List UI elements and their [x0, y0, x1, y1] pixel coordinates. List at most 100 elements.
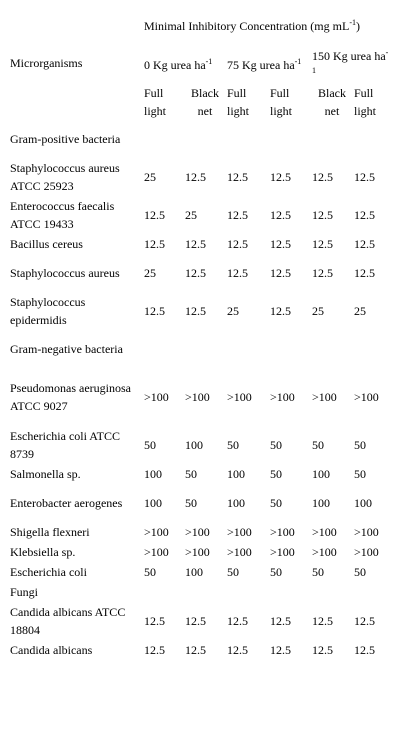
empty-cell — [142, 120, 183, 158]
header-row-groups: 0 Kg urea ha-1 75 Kg urea ha-1 150 Kg ur… — [8, 46, 392, 84]
table-row: Enterococcus faecalis ATCC 19433 12.5 25 12… — [8, 196, 392, 234]
mic-value-cell: >100 — [312, 545, 337, 559]
mic-value-cell: 25 — [227, 304, 239, 318]
mic-title-end: ) — [355, 19, 360, 33]
table-row: Enterobacter aerogenes 100 50 100 50 100 100 — [8, 484, 392, 522]
mic-value-cell: >100 — [144, 545, 169, 559]
organism-label: Klebsiella sp. — [10, 545, 76, 559]
organism-label: Staphylococcus aureus ATCC 25923 — [10, 161, 120, 193]
organism-label: Staphylococcus epidermidis — [10, 295, 86, 327]
group-label: 0 Kg urea ha — [144, 58, 206, 72]
subcol-header: Black net — [318, 86, 346, 118]
row-label-header: Microrganisms — [10, 56, 83, 70]
organism-label: Candida albicans ATCC 18804 — [10, 605, 126, 637]
mic-value-cell: 100 — [227, 467, 245, 481]
empty-cell — [352, 582, 392, 602]
empty-cell — [352, 330, 392, 368]
mic-value-cell: 12.5 — [185, 614, 206, 628]
empty-cell — [142, 330, 183, 368]
mic-value-cell: 12.5 — [354, 208, 375, 222]
table-row: Klebsiella sp. >100 >100 >100 >100 >100 >100 — [8, 542, 392, 562]
subcol-header: Full light — [354, 86, 377, 118]
mic-value-cell: >100 — [144, 525, 169, 539]
mic-value-cell: >100 — [354, 390, 379, 404]
mic-value-cell: 25 — [312, 304, 324, 318]
empty-cell — [225, 582, 268, 602]
section-label: Fungi — [10, 585, 39, 599]
table-row: Shigella flexneri >100 >100 >100 >100 >100 >10… — [8, 522, 392, 542]
mic-value-cell: >100 — [312, 390, 337, 404]
group-label: 75 Kg urea ha — [227, 58, 295, 72]
mic-value-cell: 12.5 — [185, 643, 206, 657]
mic-value-cell: 12.5 — [270, 643, 291, 657]
mic-value-cell: >100 — [227, 545, 252, 559]
group-sup: -1 — [312, 48, 389, 75]
mic-value-cell: >100 — [270, 545, 295, 559]
mic-value-cell: >100 — [270, 390, 295, 404]
mic-value-cell: 100 — [144, 496, 162, 510]
table-row: Staphylococcus aureus 25 12.5 12.5 12.5 12.5 1… — [8, 254, 392, 292]
group-header: 0 Kg urea ha-1 — [142, 46, 225, 84]
mic-value-cell: 12.5 — [227, 237, 248, 251]
mic-value-cell: 50 — [354, 438, 366, 452]
table-row: Bacillus cereus 12.5 12.5 12.5 12.5 12.5 12.5 — [8, 234, 392, 254]
subcol-header: Full light — [144, 86, 167, 118]
mic-value-cell: 50 — [354, 467, 366, 481]
empty-cell — [225, 120, 268, 158]
mic-value-cell: 12.5 — [227, 170, 248, 184]
mic-value-cell: 12.5 — [144, 643, 165, 657]
mic-value-cell: 50 — [270, 467, 282, 481]
table-row: Escherichia coli ATCC 8739 50 100 50 50 50 50 — [8, 426, 392, 464]
mic-value-cell: 12.5 — [185, 170, 206, 184]
mic-value-cell: 12.5 — [270, 304, 291, 318]
mic-value-cell: 50 — [227, 438, 239, 452]
mic-value-cell: 100 — [144, 467, 162, 481]
mic-value-cell: 25 — [354, 304, 366, 318]
organism-label: Candida albicans — [10, 643, 93, 657]
mic-value-cell: 50 — [312, 565, 324, 579]
mic-value-cell: 12.5 — [312, 170, 333, 184]
table-row: Candida albicans ATCC 18804 12.5 12.5 12.5 1… — [8, 602, 392, 640]
mic-value-cell: 12.5 — [270, 266, 291, 280]
mic-value-cell: 12.5 — [185, 304, 206, 318]
empty-cell — [268, 120, 310, 158]
empty-cell — [183, 120, 225, 158]
mic-value-cell: >100 — [144, 390, 169, 404]
mic-value-cell: >100 — [270, 525, 295, 539]
mic-value-cell: >100 — [185, 390, 210, 404]
organism-label: Enterococcus faecalis ATCC 19433 — [10, 199, 115, 231]
mic-value-cell: >100 — [354, 545, 379, 559]
mic-value-cell: 12.5 — [270, 237, 291, 251]
group-header: 75 Kg urea ha-1 — [225, 46, 310, 84]
table-row: Pseudomonas aeruginosa ATCC 9027 >100 >100… — [8, 368, 392, 426]
empty-cell — [142, 582, 183, 602]
organism-label: Staphylococcus aureus — [10, 266, 120, 280]
mic-value-cell: 12.5 — [312, 643, 333, 657]
organism-label: Enterobacter aerogenes — [10, 496, 123, 510]
empty-cell — [225, 330, 268, 368]
group-sup: -1 — [205, 57, 213, 66]
empty-cell — [183, 582, 225, 602]
mic-value-cell: 12.5 — [144, 208, 165, 222]
mic-value-cell: 12.5 — [312, 266, 333, 280]
mic-value-cell: >100 — [227, 525, 252, 539]
empty-cell — [310, 330, 352, 368]
mic-value-cell: 12.5 — [312, 208, 333, 222]
organism-label: Escherichia coli ATCC 8739 — [10, 429, 120, 461]
subcol-header: Full light — [227, 86, 250, 118]
mic-value-cell: 100 — [185, 438, 203, 452]
section-label: Gram-negative bacteria — [10, 342, 123, 356]
mic-value-cell: 100 — [185, 565, 203, 579]
subcol-header: Full light — [270, 86, 293, 118]
mic-value-cell: 12.5 — [312, 614, 333, 628]
section-row: Gram-negative bacteria — [8, 330, 392, 368]
mic-value-cell: >100 — [312, 525, 337, 539]
mic-value-cell: 50 — [270, 496, 282, 510]
mic-value-cell: 50 — [312, 438, 324, 452]
mic-value-cell: 50 — [144, 438, 156, 452]
mic-value-cell: 50 — [227, 565, 239, 579]
mic-value-cell: 12.5 — [270, 614, 291, 628]
header-row-subcols: Full light Black net Full light Full lig… — [8, 84, 392, 120]
organism-label: Escherichia coli — [10, 565, 87, 579]
mic-value-cell: 12.5 — [144, 237, 165, 251]
